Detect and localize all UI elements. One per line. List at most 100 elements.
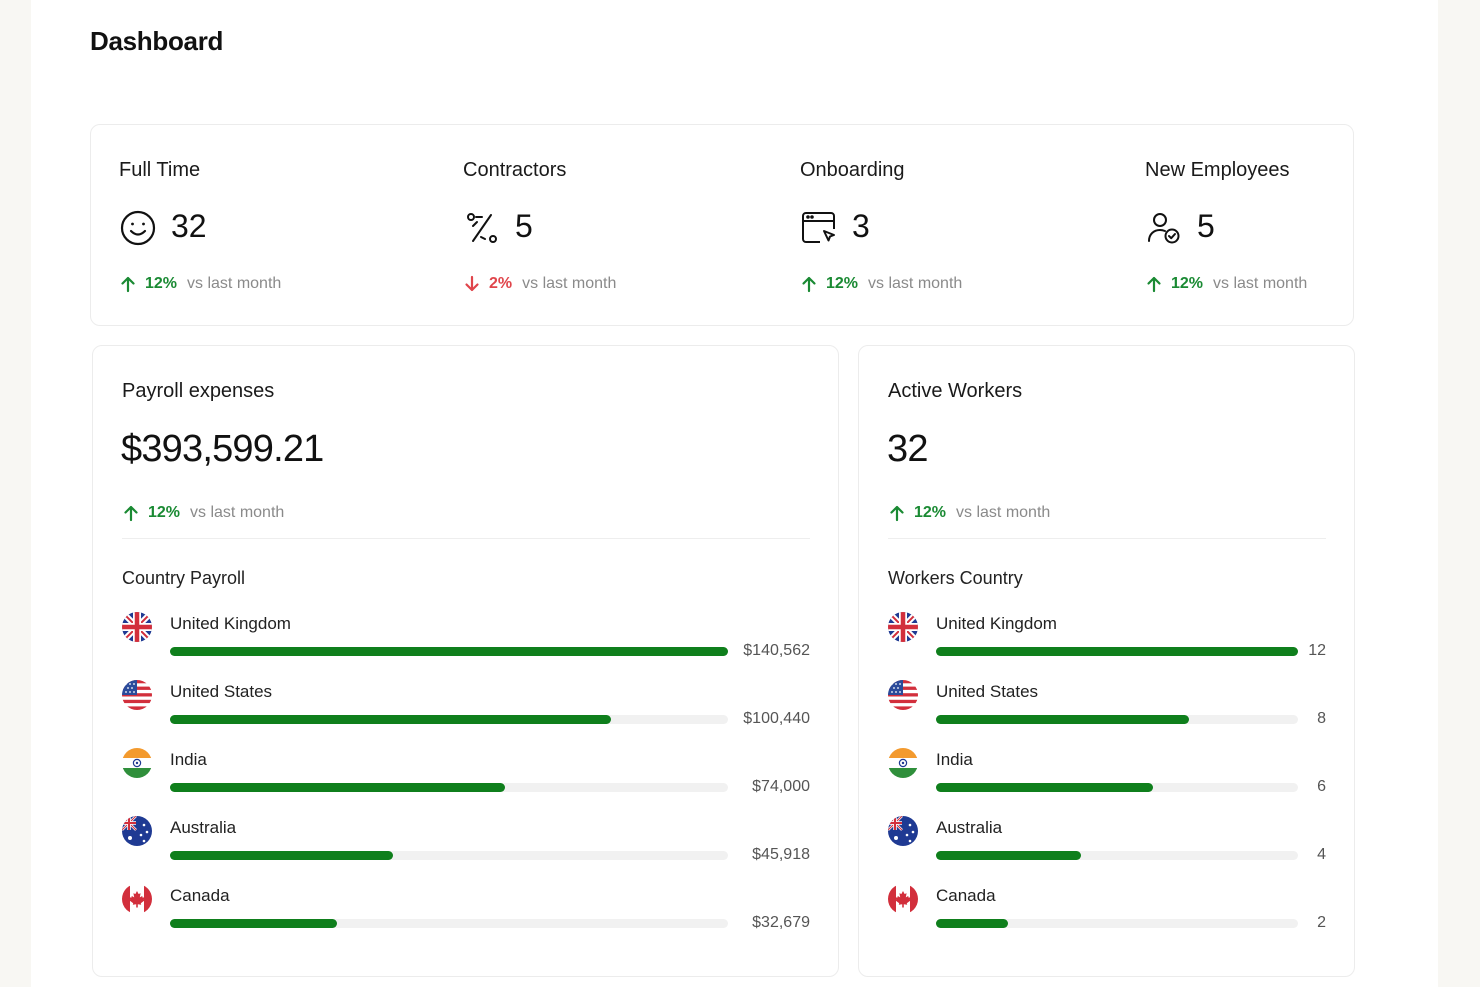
arrow-up-icon bbox=[1145, 275, 1163, 293]
arrow-down-icon bbox=[463, 275, 481, 293]
payroll-card: Payroll expenses $393,599.21 12% vs last… bbox=[92, 345, 839, 977]
stat-value: 5 bbox=[1197, 208, 1215, 244]
list-item[interactable]: Canada $32,679 bbox=[122, 884, 810, 944]
trend-percent: 12% bbox=[145, 275, 178, 292]
trend-percent: 12% bbox=[826, 275, 859, 292]
country-name: Canada bbox=[936, 886, 996, 905]
australia-flag-icon bbox=[122, 816, 152, 846]
list-item[interactable]: United States $100,440 bbox=[122, 680, 810, 740]
page-title: Dashboard bbox=[90, 26, 224, 56]
progress-track bbox=[170, 647, 728, 656]
progress-track bbox=[936, 715, 1298, 724]
row-value: 8 bbox=[1317, 710, 1326, 727]
india-flag-icon bbox=[122, 748, 152, 778]
arrow-up-icon bbox=[119, 275, 137, 293]
uk-flag-icon bbox=[122, 612, 152, 642]
workers-total: 32 bbox=[887, 428, 928, 470]
canada-flag-icon bbox=[888, 884, 918, 914]
trend-caption: vs last month bbox=[868, 275, 963, 292]
row-value: $100,440 bbox=[743, 710, 810, 727]
row-value: $74,000 bbox=[752, 778, 810, 795]
country-name: Canada bbox=[170, 886, 230, 905]
panel-title: Active Workers bbox=[888, 380, 1023, 402]
progress-fill bbox=[170, 851, 393, 860]
trend: 12% vs last month bbox=[888, 504, 1050, 522]
progress-track bbox=[936, 919, 1298, 928]
progress-fill bbox=[936, 715, 1189, 724]
trend-caption: vs last month bbox=[187, 275, 282, 292]
user-check-icon bbox=[1145, 209, 1183, 247]
progress-track bbox=[936, 647, 1298, 656]
country-name: India bbox=[170, 750, 207, 769]
section-label: Country Payroll bbox=[122, 568, 246, 588]
list-item[interactable]: India 6 bbox=[888, 748, 1326, 808]
row-value: $140,562 bbox=[743, 642, 810, 659]
country-name: United States bbox=[170, 682, 273, 701]
stat-label: Contractors bbox=[463, 159, 567, 181]
smiley-icon bbox=[119, 209, 157, 247]
stats-card: Full Time 32 12% vs last month Contracto… bbox=[90, 124, 1354, 326]
list-item[interactable]: India $74,000 bbox=[122, 748, 810, 808]
country-name: India bbox=[936, 750, 973, 769]
trend: 12% vs last month bbox=[1145, 275, 1307, 293]
stat-value: 5 bbox=[515, 208, 533, 244]
trend: 12% vs last month bbox=[122, 504, 284, 522]
progress-track bbox=[170, 715, 728, 724]
trend-percent: 12% bbox=[1171, 275, 1204, 292]
country-name: United Kingdom bbox=[936, 614, 1057, 633]
divider bbox=[122, 538, 810, 539]
trend-percent: 2% bbox=[489, 275, 513, 292]
trend: 2% vs last month bbox=[463, 275, 616, 293]
dashboard-page: Dashboard Full Time 32 12% vs last month bbox=[31, 0, 1438, 987]
list-item[interactable]: United States 8 bbox=[888, 680, 1326, 740]
row-value: $45,918 bbox=[752, 846, 810, 863]
stat-value: 3 bbox=[852, 208, 870, 244]
stat-label: Full Time bbox=[119, 159, 201, 181]
trend-caption: vs last month bbox=[190, 504, 285, 521]
section-label: Workers Country bbox=[888, 568, 1023, 588]
progress-fill bbox=[170, 715, 611, 724]
arrow-up-icon bbox=[122, 504, 140, 522]
stat-label: New Employees bbox=[1145, 159, 1290, 181]
progress-fill bbox=[936, 647, 1298, 656]
progress-fill bbox=[170, 647, 728, 656]
progress-track bbox=[936, 851, 1298, 860]
us-flag-icon bbox=[888, 680, 918, 710]
workers-card: Active Workers 32 12% vs last month Work… bbox=[858, 345, 1355, 977]
row-value: 12 bbox=[1308, 642, 1326, 659]
progress-fill bbox=[170, 919, 337, 928]
progress-track bbox=[170, 783, 728, 792]
stat-value: 32 bbox=[171, 208, 207, 244]
trend-percent: 12% bbox=[914, 504, 947, 521]
route-icon bbox=[463, 209, 501, 247]
list-item[interactable]: United Kingdom $140,562 bbox=[122, 612, 810, 672]
row-value: 6 bbox=[1317, 778, 1326, 795]
progress-fill bbox=[936, 919, 1008, 928]
panel-title: Payroll expenses bbox=[122, 380, 275, 402]
arrow-up-icon bbox=[800, 275, 818, 293]
uk-flag-icon bbox=[888, 612, 918, 642]
list-item[interactable]: Australia 4 bbox=[888, 816, 1326, 876]
row-value: 2 bbox=[1317, 914, 1326, 931]
list-item[interactable]: Canada 2 bbox=[888, 884, 1326, 944]
list-item[interactable]: Australia $45,918 bbox=[122, 816, 810, 876]
india-flag-icon bbox=[888, 748, 918, 778]
browser-cursor-icon bbox=[800, 209, 838, 247]
trend-caption: vs last month bbox=[956, 504, 1051, 521]
country-name: United States bbox=[936, 682, 1039, 701]
progress-fill bbox=[170, 783, 505, 792]
row-value: 4 bbox=[1317, 846, 1326, 863]
progress-track bbox=[170, 851, 728, 860]
row-value: $32,679 bbox=[752, 914, 810, 931]
list-item[interactable]: United Kingdom 12 bbox=[888, 612, 1326, 672]
progress-fill bbox=[936, 851, 1081, 860]
divider bbox=[888, 538, 1326, 539]
trend-caption: vs last month bbox=[1213, 275, 1308, 292]
progress-track bbox=[170, 919, 728, 928]
trend: 12% vs last month bbox=[119, 275, 281, 293]
australia-flag-icon bbox=[888, 816, 918, 846]
country-name: Australia bbox=[170, 818, 237, 837]
trend-caption: vs last month bbox=[522, 275, 617, 292]
canada-flag-icon bbox=[122, 884, 152, 914]
us-flag-icon bbox=[122, 680, 152, 710]
